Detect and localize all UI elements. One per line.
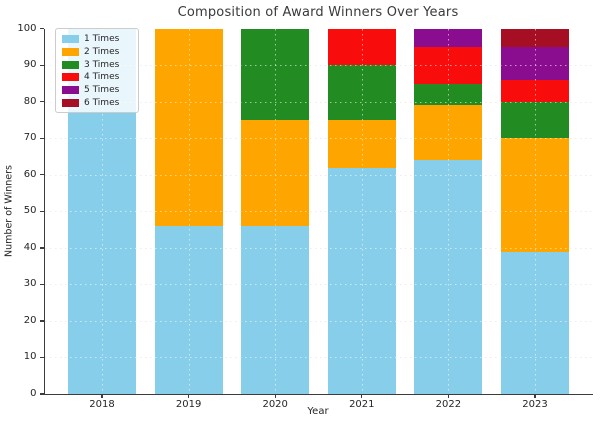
- gridline-vertical: [102, 29, 103, 394]
- legend-label: 2 Times: [84, 46, 120, 57]
- legend-item-1-times: 1 Times: [62, 33, 132, 45]
- x-tick-mark: [101, 394, 103, 398]
- x-tick-label: 2022: [435, 398, 462, 410]
- y-tick-label: 10: [23, 351, 37, 363]
- legend-label: 3 Times: [84, 59, 120, 70]
- x-tick-label: 2021: [349, 398, 375, 410]
- y-tick-mark: [40, 64, 45, 66]
- y-tick-label: 20: [23, 314, 37, 326]
- gridline-horizontal: [45, 284, 592, 286]
- y-tick-label: 50: [23, 205, 37, 217]
- legend-item-6-times: 6 Times: [62, 97, 132, 109]
- x-tick-label: 2020: [262, 398, 288, 410]
- y-tick-mark: [40, 320, 45, 322]
- y-tick-label: 40: [23, 241, 37, 253]
- y-tick-label: 60: [23, 168, 37, 180]
- legend-swatch-icon: [62, 35, 79, 43]
- y-axis-spine: [44, 28, 46, 395]
- gridline-horizontal: [45, 320, 592, 322]
- y-tick-mark: [40, 247, 45, 249]
- legend-swatch-icon: [62, 47, 79, 56]
- legend-item-3-times: 3 Times: [62, 59, 132, 71]
- legend-swatch-icon: [62, 60, 79, 69]
- y-tick-mark: [40, 210, 45, 212]
- legend: 1 Times 2 Times 3 Times 4 Times 5 Times 6 Tim…: [55, 28, 139, 113]
- y-tick-mark: [40, 393, 45, 395]
- x-axis-label: Year: [307, 406, 329, 417]
- gridline-horizontal: [45, 247, 592, 249]
- legend-swatch-icon: [62, 86, 79, 95]
- gridline-vertical: [448, 29, 450, 394]
- y-tick-mark: [40, 283, 45, 286]
- gridline-horizontal: [45, 174, 592, 176]
- legend-label: 4 Times: [84, 72, 120, 83]
- legend-label: 5 Times: [84, 85, 120, 96]
- x-tick-mark: [188, 394, 190, 398]
- legend-item-2-times: 2 Times: [62, 46, 132, 58]
- y-tick-label: 0: [30, 388, 37, 399]
- x-tick-label: 2018: [89, 398, 115, 410]
- legend-swatch-icon: [62, 73, 79, 82]
- y-tick-mark: [40, 137, 45, 139]
- x-tick-mark: [361, 394, 363, 398]
- legend-swatch-icon: [62, 98, 79, 107]
- y-tick-label: 70: [23, 132, 37, 144]
- x-tick-mark: [534, 394, 536, 398]
- x-tick-label: 2019: [175, 398, 202, 410]
- gridline-vertical: [188, 29, 190, 394]
- legend-label: 1 Times: [84, 34, 120, 44]
- x-axis-spine: [44, 393, 593, 396]
- legend-label: 6 Times: [84, 97, 120, 108]
- gridline-horizontal: [45, 65, 592, 67]
- y-tick-label: 30: [23, 278, 37, 290]
- x-tick-label: 2023: [522, 398, 548, 410]
- chart-title: Composition of Award Winners Over Years: [177, 5, 459, 20]
- y-tick-label: 100: [17, 22, 37, 34]
- y-tick-mark: [40, 174, 45, 176]
- x-tick-mark: [274, 394, 276, 398]
- y-tick-mark: [40, 356, 45, 359]
- legend-item-5-times: 5 Times: [62, 84, 132, 96]
- gridline-vertical: [361, 29, 363, 394]
- y-tick-mark: [40, 28, 45, 30]
- y-tick-label: 90: [23, 59, 37, 71]
- y-tick-mark: [40, 101, 45, 103]
- legend-item-4-times: 4 Times: [62, 71, 132, 83]
- y-tick-label: 80: [23, 95, 37, 107]
- gridline-vertical: [535, 29, 536, 394]
- gridline-horizontal: [45, 101, 592, 103]
- gridline-horizontal: [45, 211, 592, 213]
- x-tick-mark: [447, 394, 449, 398]
- gridline-vertical: [275, 29, 277, 394]
- gridline-horizontal: [45, 138, 592, 140]
- gridline-horizontal: [45, 357, 592, 359]
